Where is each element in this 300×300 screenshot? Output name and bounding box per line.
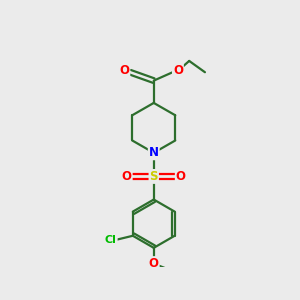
Text: N: N: [149, 146, 159, 159]
Text: O: O: [173, 64, 183, 77]
Text: S: S: [149, 170, 158, 183]
Text: O: O: [119, 64, 129, 77]
Text: O: O: [176, 170, 186, 183]
Text: O: O: [149, 257, 159, 270]
Text: O: O: [122, 170, 132, 183]
Text: Cl: Cl: [105, 235, 117, 245]
